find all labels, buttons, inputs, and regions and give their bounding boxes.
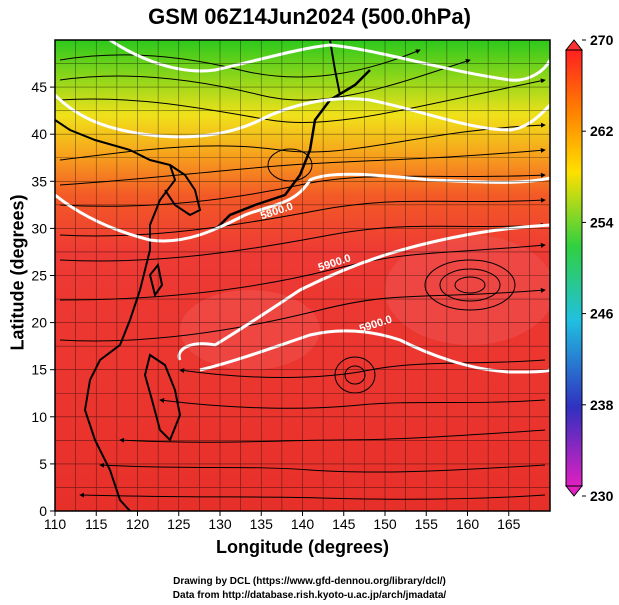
colorbar-ticks: 230 238 246 254 262 270 — [582, 32, 614, 504]
contour-line — [109, 40, 550, 82]
coastline-asia — [55, 119, 177, 511]
warm-region — [180, 290, 320, 370]
x-tick-label: 125 — [167, 516, 191, 532]
x-tick-label: 140 — [291, 516, 315, 532]
x-axis-ticks: 110 115 120 125 130 135 140 145 150 155 160 165 — [44, 511, 521, 532]
y-axis-ticks: 0 5 10 15 20 25 30 35 40 45 — [31, 79, 55, 519]
x-tick-label: 130 — [208, 516, 232, 532]
coastline-taiwan — [148, 262, 164, 298]
y-tick-label: 25 — [31, 268, 47, 284]
y-axis-label: Latitude (degrees) — [7, 194, 28, 351]
coastline-philippines — [143, 353, 182, 442]
x-tick-label: 155 — [415, 516, 439, 532]
coastline-japan — [214, 69, 371, 231]
x-tick-label: 160 — [456, 516, 480, 532]
colorbar-tick-label: 254 — [590, 214, 614, 230]
colorbar-bottom-arrow — [564, 485, 584, 497]
x-tick-label: 165 — [497, 516, 521, 532]
coastline-sakhalin — [329, 40, 341, 96]
contour-line — [199, 329, 550, 374]
contour-line — [177, 223, 550, 361]
colorbar-tick-label: 270 — [590, 32, 614, 48]
y-tick-label: 5 — [39, 456, 47, 472]
x-tick-label: 115 — [85, 516, 108, 532]
credit-drawing: Drawing by DCL (https://www.gfd-dennou.o… — [173, 576, 446, 587]
y-tick-label: 15 — [31, 362, 47, 378]
colorbar-tick-label: 246 — [590, 306, 614, 322]
colorbar-tick-label: 230 — [590, 488, 614, 504]
x-tick-label: 145 — [332, 516, 356, 532]
streamlines — [59, 49, 546, 500]
x-tick-label: 150 — [373, 516, 397, 532]
grid-lines — [54, 39, 551, 512]
chart-title: GSM 06Z14Jun2024 (500.0hPa) — [148, 4, 471, 29]
height-contours — [55, 40, 550, 374]
colorbar-top-arrow — [564, 39, 584, 51]
colorbar-tick-label: 262 — [590, 123, 614, 139]
y-tick-label: 10 — [31, 409, 47, 425]
y-tick-label: 40 — [31, 126, 47, 142]
x-tick-label: 120 — [126, 516, 150, 532]
credit-data: Data from http://database.rish.kyoto-u.a… — [172, 590, 447, 601]
x-tick-label: 110 — [44, 516, 67, 532]
y-tick-label: 30 — [31, 220, 47, 236]
x-tick-label: 135 — [250, 516, 274, 532]
colorbar: 230 238 246 254 262 270 — [564, 32, 614, 504]
colorbar-tick-label: 238 — [590, 397, 614, 413]
contour-line — [55, 93, 550, 139]
y-tick-label: 35 — [31, 173, 47, 189]
x-axis-label: Longitude (degrees) — [215, 537, 389, 557]
y-tick-label: 0 — [39, 503, 47, 519]
y-tick-label: 45 — [31, 79, 47, 95]
y-tick-label: 20 — [31, 315, 47, 331]
colorbar-gradient — [565, 49, 583, 487]
